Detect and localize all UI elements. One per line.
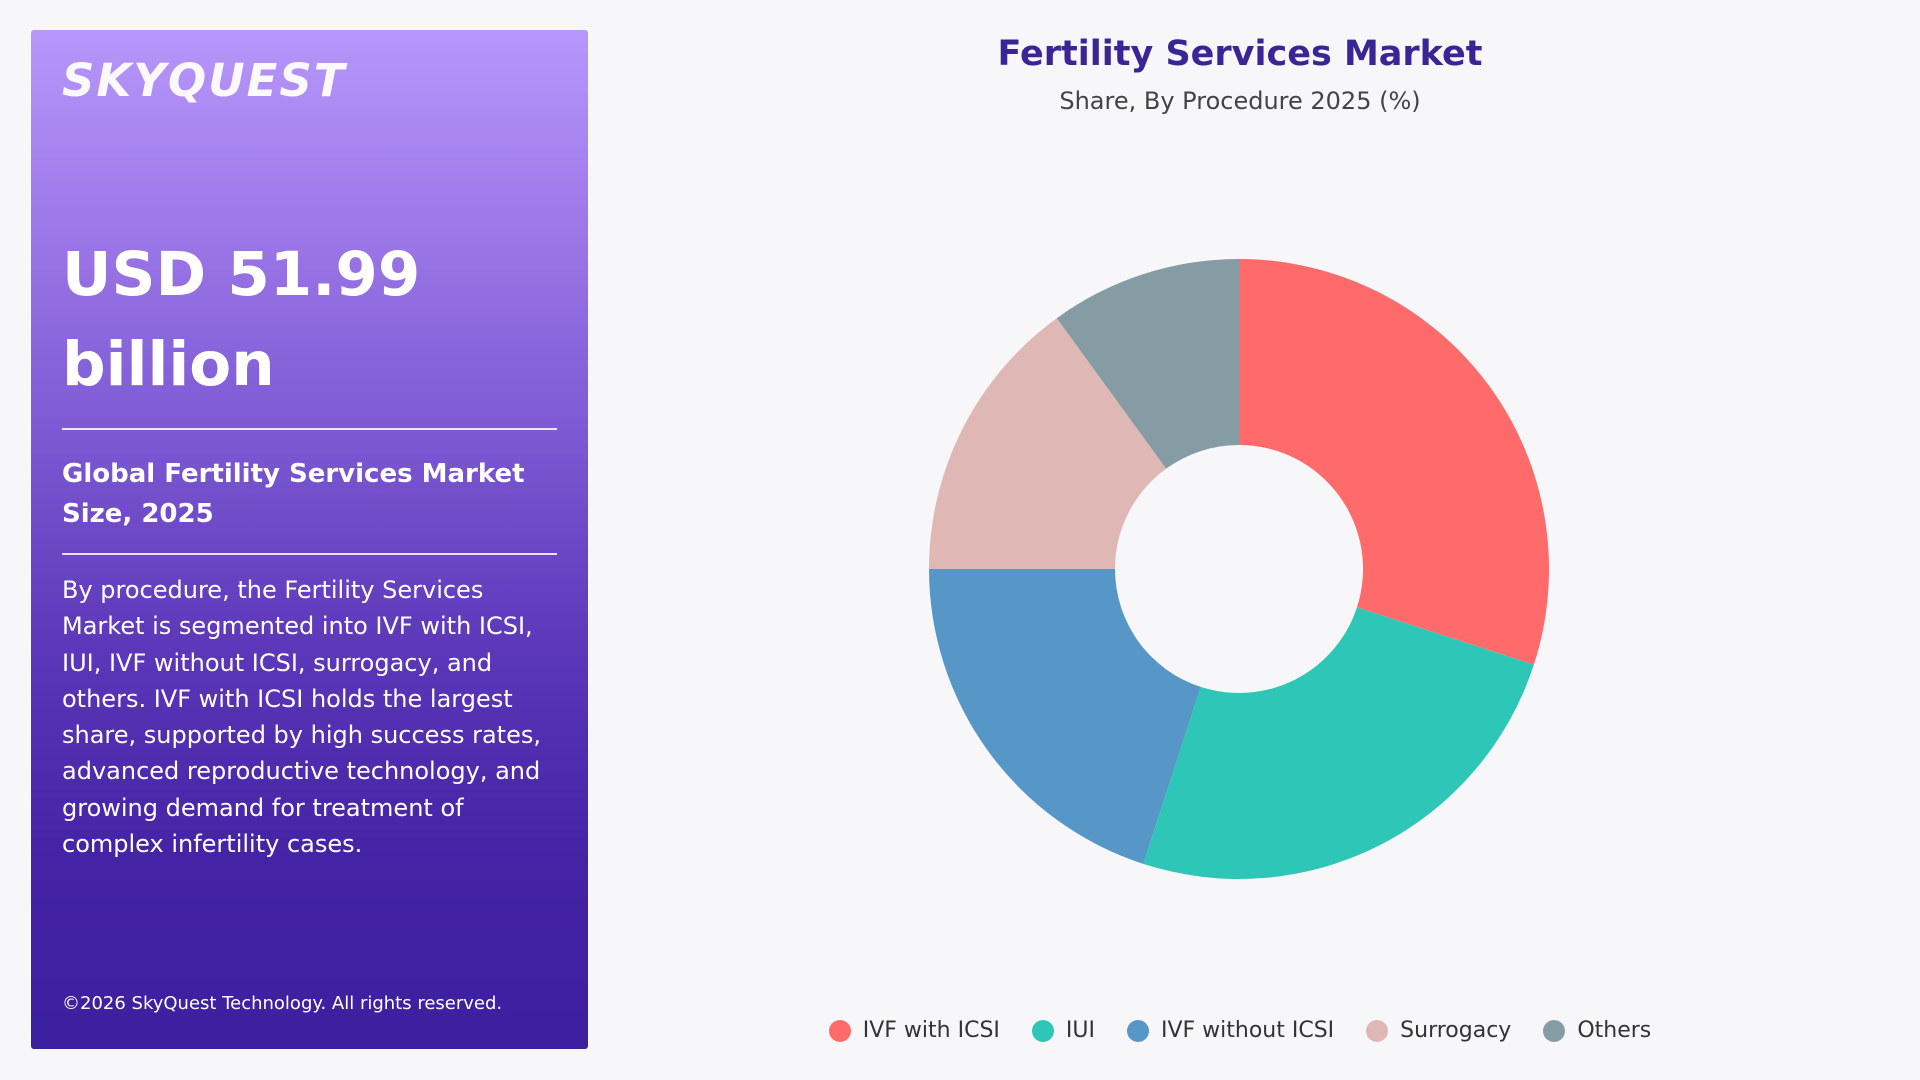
legend-item-surrogacy[interactable]: Surrogacy [1366,1018,1511,1043]
legend-swatch [1543,1019,1566,1042]
legend-label: Others [1577,1018,1652,1043]
legend-item-iui[interactable]: IUI [1031,1018,1095,1043]
legend-swatch [1031,1019,1054,1042]
legend-swatch [1366,1019,1389,1042]
legend-swatch [828,1019,851,1042]
divider [62,553,557,555]
legend-item-others[interactable]: Others [1543,1018,1651,1043]
chart-legend: IVF with ICSI IUI IVF without ICSI Surrogac… [640,1018,1840,1043]
market-size-value: USD 51.99 billion [62,239,421,400]
donut-slice-iui[interactable] [1143,607,1534,879]
copyright-text: ©2026 SkyQuest Technology. All rights re… [62,993,503,1014]
chart-subtitle: Share, By Procedure 2025 (%) [1059,87,1421,115]
summary-panel: SKYQUEST USD 51.99 billion Global Fertil… [31,30,588,1049]
segment-description: By procedure, the Fertility Services Mar… [62,576,541,859]
legend-label: IVF without ICSI [1160,1018,1335,1043]
legend-label: IVF with ICSI [862,1018,1000,1043]
divider [62,428,557,430]
market-size-heading: Global Fertility Services Market Size, 2… [62,459,525,529]
brand-logo: SKYQUEST [62,54,347,107]
donut-slice-others[interactable] [1056,259,1239,469]
donut-slice-ivf-with-icsi[interactable] [1239,259,1549,665]
donut-slice-surrogacy[interactable] [929,318,1167,569]
donut-slice-ivf-without-icsi[interactable] [929,569,1201,864]
legend-item-ivf-without-icsi[interactable]: IVF without ICSI [1126,1018,1335,1043]
legend-label: IUI [1065,1018,1095,1043]
legend-swatch [1126,1019,1149,1042]
chart-title: Fertility Services Market [997,34,1483,74]
legend-item-ivf-with-icsi[interactable]: IVF with ICSI [828,1018,1000,1043]
legend-label: Surrogacy [1400,1018,1512,1043]
